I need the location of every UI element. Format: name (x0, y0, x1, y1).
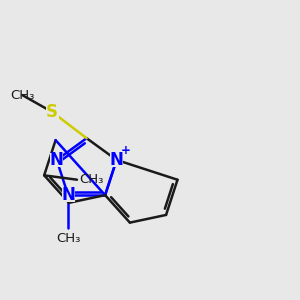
Bar (46, 105, 59, 119)
Text: CH₃: CH₃ (79, 173, 104, 186)
Text: +: + (121, 144, 131, 157)
Text: N: N (110, 151, 124, 169)
Bar (50, 153, 63, 167)
Bar (61, 189, 75, 202)
Bar (110, 153, 123, 167)
Text: N: N (61, 186, 75, 204)
Text: S: S (46, 103, 58, 121)
Text: CH₃: CH₃ (11, 89, 35, 102)
Text: CH₃: CH₃ (56, 232, 80, 245)
Text: N: N (50, 151, 64, 169)
